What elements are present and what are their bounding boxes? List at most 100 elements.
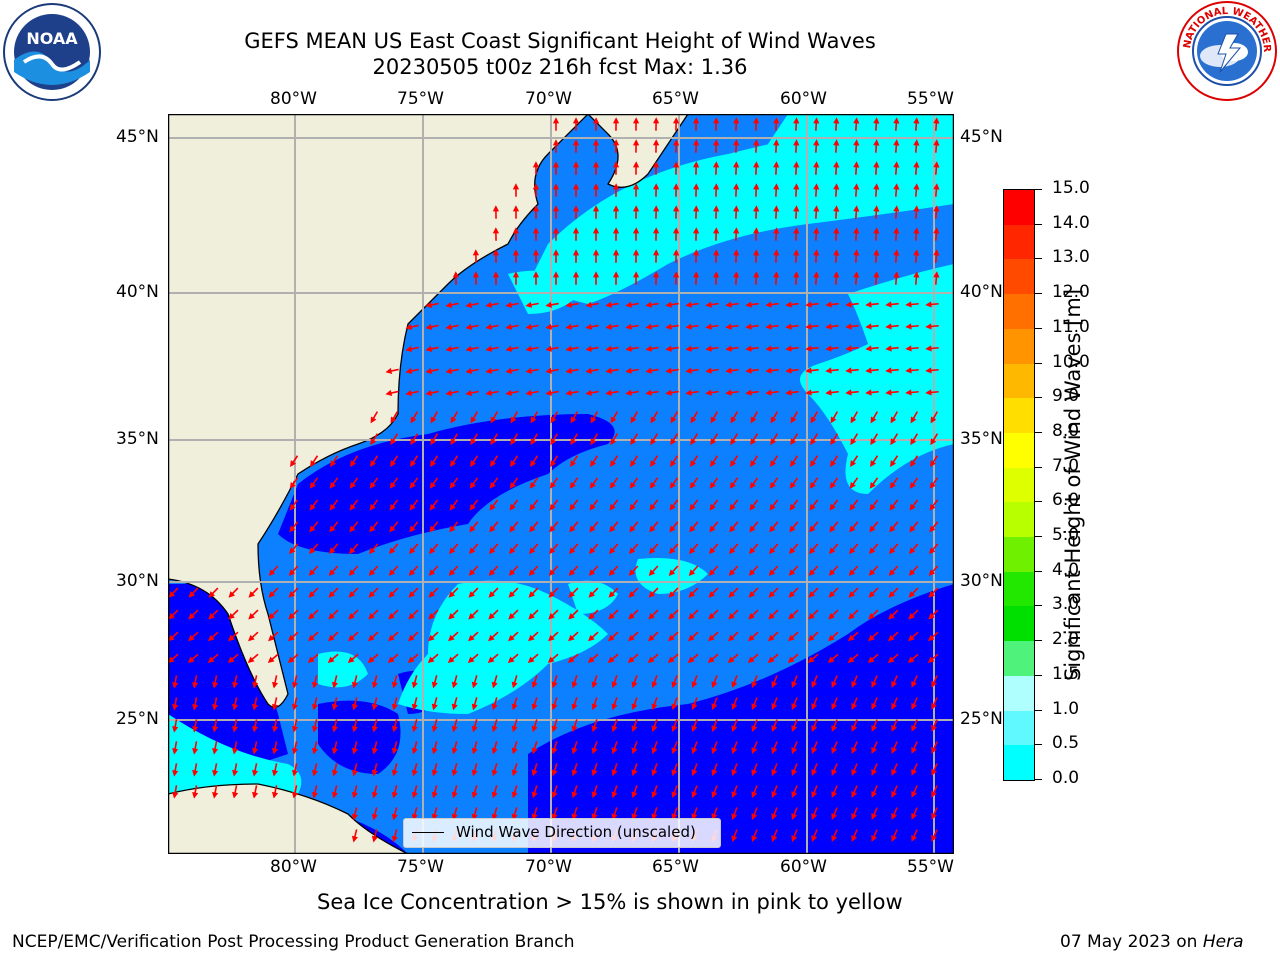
wave-arrow-head <box>649 547 656 555</box>
wave-arrow-head <box>348 591 356 598</box>
wave-arrow-head <box>172 770 179 777</box>
wave-arrow-head <box>385 389 393 397</box>
wave-arrow-head <box>651 725 658 733</box>
wave-arrow-head <box>610 438 617 446</box>
wave-arrow-head <box>488 612 495 620</box>
wave-arrow-head <box>773 227 780 234</box>
wave-arrow-head <box>652 139 660 146</box>
wave-arrow-head <box>891 834 897 842</box>
wave-arrow-head <box>850 416 857 424</box>
wave-arrow-head <box>208 612 215 620</box>
wave-arrow-head <box>328 591 336 598</box>
wave-arrow-head <box>809 503 816 511</box>
wave-arrow-head <box>328 612 335 620</box>
wave-arrow-head <box>869 481 876 489</box>
wave-arrow-head <box>492 249 500 256</box>
wave-arrow-head <box>348 612 355 620</box>
wave-arrow-head <box>705 389 712 396</box>
wave-arrow-head <box>891 680 897 688</box>
legend-label: Wind Wave Direction (unscaled) <box>456 823 696 841</box>
wave-arrow-head <box>491 725 498 733</box>
wave-arrow-head <box>845 345 852 352</box>
wave-arrow-head <box>311 769 319 777</box>
wave-arrow-head <box>805 345 812 352</box>
colorbar-tick-mark <box>1034 223 1042 225</box>
wave-arrow-head <box>331 725 338 733</box>
wave-arrow-head <box>552 227 560 234</box>
wave-arrow-head <box>471 747 478 755</box>
wave-height-map <box>168 114 954 854</box>
wave-arrow-head <box>905 389 912 396</box>
wave-arrow-head <box>689 547 696 555</box>
wave-arrow-head <box>268 569 276 576</box>
wave-arrow-head <box>788 569 796 576</box>
wave-arrow-head <box>585 323 592 330</box>
wave-arrow-head <box>868 569 876 576</box>
wave-arrow-head <box>569 547 576 555</box>
wave-arrow-head <box>389 481 396 489</box>
wave-arrow-head <box>725 367 732 374</box>
wave-arrow-head <box>445 323 453 330</box>
wave-arrow-head <box>228 591 236 598</box>
wave-arrow-head <box>371 725 378 733</box>
wave-arrow-head <box>589 503 596 511</box>
wave-arrow-head <box>711 813 718 821</box>
wave-arrow-head <box>368 612 375 620</box>
wave-arrow-head <box>628 612 635 620</box>
wave-arrow-head <box>368 591 376 598</box>
wave-arrow-head <box>688 591 696 598</box>
wave-arrow-head <box>548 634 555 642</box>
wave-arrow-head <box>468 612 475 620</box>
lon-label: 70°W <box>525 89 572 109</box>
colorbar-tick-label: 0.5 <box>1052 733 1080 754</box>
wave-arrow-head <box>645 323 652 330</box>
wave-arrow-head <box>471 791 478 799</box>
wave-arrow-head <box>528 634 535 642</box>
wave-arrow-head <box>688 612 695 620</box>
wave-arrow-head <box>909 503 916 511</box>
wave-arrow-head <box>611 769 618 777</box>
wave-arrow-head <box>888 634 895 642</box>
wave-arrow-head <box>813 205 820 212</box>
wave-arrow-head <box>830 438 837 446</box>
wave-arrow-head <box>471 725 478 733</box>
colorbar-tick-mark <box>1034 709 1042 711</box>
wave-arrow-head <box>308 634 315 642</box>
wave-arrow-head <box>268 591 276 598</box>
wave-arrow-head <box>911 746 917 754</box>
wave-arrow-head <box>289 481 296 489</box>
wave-arrow-head <box>525 389 532 396</box>
wave-arrow-head <box>369 503 376 511</box>
wave-arrow-head <box>751 681 758 689</box>
wave-arrow-head <box>351 835 358 843</box>
wave-arrow-head <box>289 503 296 511</box>
wave-arrow-head <box>568 591 576 598</box>
wave-arrow-head <box>749 481 756 489</box>
wave-arrow-head <box>911 768 917 776</box>
wave-arrow-head <box>689 525 696 533</box>
wave-arrow-head <box>471 813 478 821</box>
wave-arrow-head <box>590 460 597 467</box>
wave-arrow-head <box>551 791 558 799</box>
wave-arrow-head <box>672 183 680 190</box>
wave-arrow-head <box>713 227 720 234</box>
wave-arrow-head <box>371 703 378 711</box>
wave-arrow-head <box>591 703 598 711</box>
wave-arrow-head <box>491 791 498 799</box>
wave-arrow-head <box>532 161 540 168</box>
wave-arrow-head <box>605 301 612 308</box>
wave-arrow-head <box>391 725 398 733</box>
wave-arrow-head <box>405 389 413 397</box>
wave-arrow-head <box>512 227 520 234</box>
wave-arrow-head <box>828 612 835 620</box>
wave-arrow-head <box>511 703 518 711</box>
wave-arrow-head <box>632 205 640 212</box>
wave-arrow-head <box>770 460 777 467</box>
wave-arrow-head <box>708 634 715 642</box>
wave-arrow-head <box>690 460 697 467</box>
wave-arrow-head <box>933 183 940 190</box>
wave-arrow-head <box>889 503 896 511</box>
wave-arrow-head <box>172 726 179 733</box>
wave-arrow-head <box>671 791 678 799</box>
wave-arrow-head <box>551 769 558 777</box>
